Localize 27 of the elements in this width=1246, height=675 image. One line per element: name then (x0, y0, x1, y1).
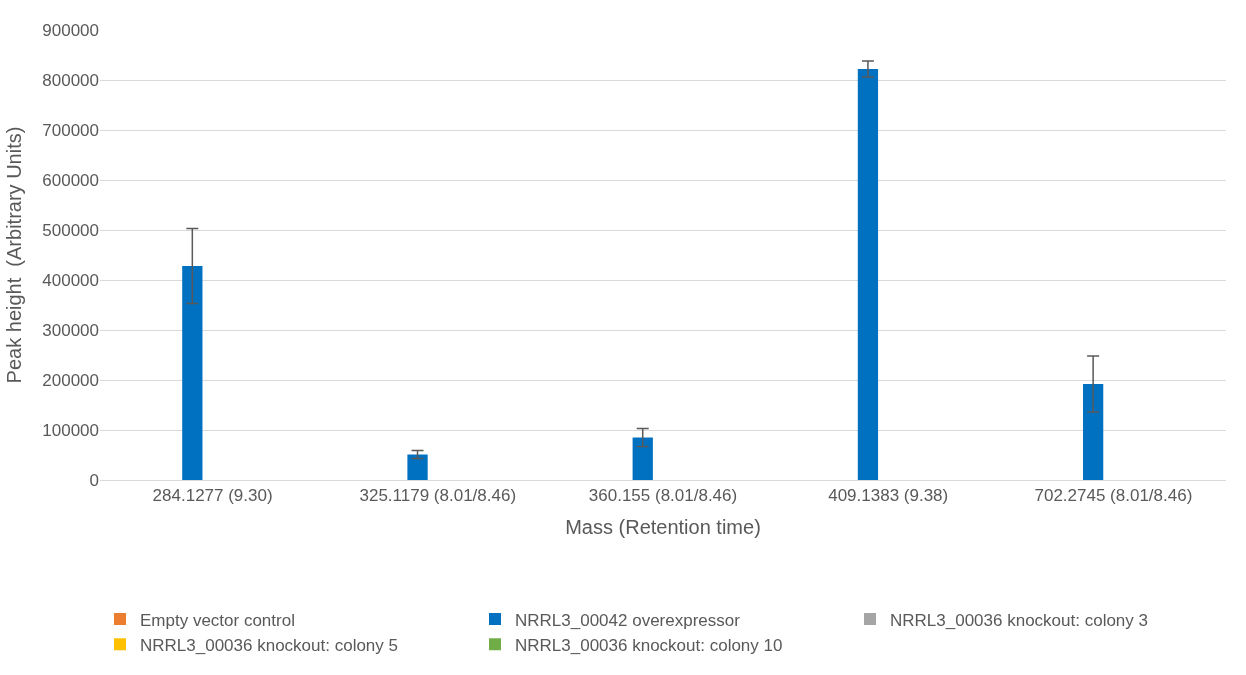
y-tick-label: 900000 (42, 20, 99, 40)
x-axis-title: Mass (Retention time) (565, 515, 761, 538)
legend-label: Empty vector control (140, 610, 295, 630)
y-tick-label: 300000 (42, 320, 99, 340)
legend-label: NRRL3_00036 knockout: colony 10 (515, 635, 783, 655)
legend-label: NRRL3_00042 overexpressor (515, 610, 741, 630)
y-tick-label: 700000 (42, 120, 99, 140)
x-tick-label: 360.155 (8.01/8.46) (588, 486, 738, 506)
y-axis-title: Peak height (Arbitrary Units) (2, 126, 25, 384)
y-tick-label: 100000 (42, 420, 99, 440)
y-tick-label: 500000 (42, 220, 99, 240)
y-tick-label: 200000 (42, 370, 99, 390)
x-tick-label: 702.2745 (8.01/8.46) (1034, 486, 1193, 506)
y-tick-label: 0 (89, 470, 99, 490)
bar (407, 454, 428, 480)
bar (182, 266, 203, 480)
legend-label: NRRL3_00036 knockout: colony 5 (140, 635, 398, 655)
x-tick-label: 325.1179 (8.01/8.46) (359, 486, 517, 506)
bar (632, 437, 653, 480)
y-tick-label: 400000 (42, 270, 99, 290)
bar (857, 69, 879, 480)
x-tick-label: 409.1383 (9.38) (828, 486, 949, 506)
y-tick-label: 600000 (42, 170, 99, 190)
legend-label: NRRL3_00036 knockout: colony 3 (890, 610, 1148, 630)
y-tick-label: 800000 (42, 70, 99, 90)
x-tick-label: 284.1277 (9.30) (152, 486, 273, 506)
bar (1083, 384, 1104, 480)
